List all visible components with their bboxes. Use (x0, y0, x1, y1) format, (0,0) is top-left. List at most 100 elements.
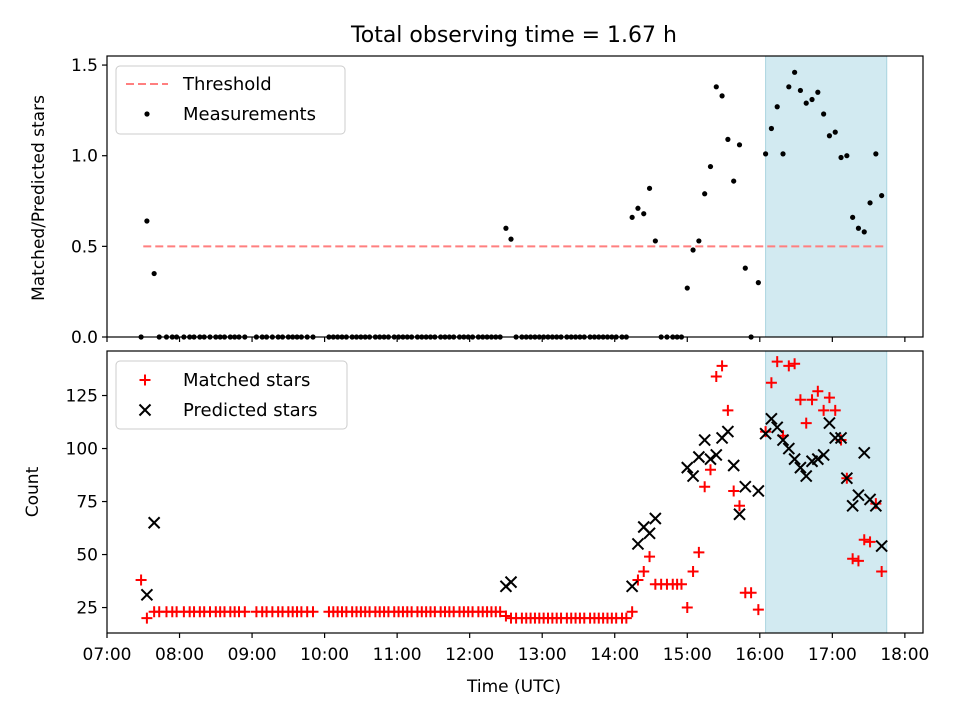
predicted-star-point (649, 512, 662, 525)
x-tick-label: 17:00 (808, 645, 857, 665)
measurement-point (821, 111, 827, 117)
measurement-point (867, 200, 873, 206)
measurement-point (690, 247, 696, 253)
x-tick-label: 12:00 (445, 645, 494, 665)
x-tick-label: 09:00 (228, 645, 277, 665)
matched-star-point (681, 602, 693, 614)
measurement-point (786, 84, 792, 90)
measurement-point (803, 100, 809, 106)
predicted-star-point (625, 580, 639, 593)
legend-box (115, 360, 348, 430)
predicted-star-point (765, 412, 778, 426)
matched-star-point (745, 587, 757, 599)
measurement-point (755, 280, 761, 286)
measurement-point (629, 214, 635, 220)
predicted-star-point (692, 450, 706, 464)
y-tick-label: 0.5 (71, 237, 98, 257)
y-tick-label: 1.5 (71, 56, 98, 76)
x-tick-label: 15:00 (663, 645, 712, 665)
measurement-point (684, 285, 690, 291)
legend-predicted-swatch (138, 403, 152, 417)
matched-star-point (818, 404, 830, 416)
matched-star-point (675, 578, 687, 590)
matched-star-point (812, 385, 824, 397)
measurement-point (797, 87, 804, 94)
matched-star-point (687, 566, 699, 578)
matched-star-point (864, 536, 876, 548)
legend-box (115, 65, 346, 135)
predicted-star-point (782, 442, 796, 455)
measurement-point (850, 214, 856, 220)
shaded-interval (765, 351, 887, 633)
measurement-point (719, 93, 725, 99)
predicted-star-point (840, 472, 854, 485)
predicted-star-point (771, 421, 784, 434)
measurement-point (792, 69, 798, 75)
predicted-star-point (829, 431, 842, 445)
measurement-point (844, 153, 850, 159)
predicted-star-point (875, 539, 888, 553)
matched-star-point (876, 566, 888, 578)
predicted-star-point (727, 459, 740, 472)
measurement-point (809, 96, 815, 103)
measurement-point (725, 136, 731, 142)
predicted-star-point (147, 516, 161, 529)
legend-threshold-label: Threshold (182, 74, 272, 95)
y-axis-label: Count (23, 466, 43, 517)
matched-star-point (239, 606, 251, 618)
predicted-star-point (504, 575, 518, 589)
measurement-point (702, 191, 708, 197)
legend-predicted-label: Predicted stars (183, 400, 317, 421)
matched-star-point (632, 574, 644, 586)
predicted-star-point (140, 588, 154, 602)
legend: Threshold Measurements (115, 65, 346, 135)
bottom-panel: 25 50 75 100 125 07:00 08:00 09:00 10:00 11:00 12:… (23, 350, 929, 665)
measurement-point (641, 211, 647, 217)
matched-star-point (644, 551, 656, 563)
x-tick-label: 13:00 (518, 645, 567, 665)
x-tick-label: 14:00 (590, 645, 639, 665)
y-tick-label: 1.0 (71, 147, 98, 167)
matched-star-point (760, 426, 772, 438)
matched-star-point (494, 606, 506, 618)
predicted-star-point (776, 433, 790, 447)
predicted-star-point (788, 452, 801, 466)
measurement-point (696, 238, 702, 244)
matched-star-point (771, 356, 783, 368)
matched-star-point (135, 574, 147, 586)
predicted-star-point (733, 508, 746, 521)
predicted-star-point (858, 446, 871, 459)
measurement-point (768, 125, 775, 132)
predicted-star-point (846, 499, 859, 512)
y-tick-label: 25 (76, 599, 98, 619)
predicted-star-point (686, 469, 700, 483)
predicted-star-point (811, 452, 825, 466)
predicted-star-point (852, 488, 865, 502)
x-tick-label: 07:00 (83, 645, 132, 665)
measurement-point (652, 238, 658, 244)
matched-star-point (870, 498, 882, 510)
matched-star-point (752, 604, 764, 616)
matched-star-point (728, 485, 740, 497)
measurement-point (774, 104, 780, 110)
matched-star-point (806, 394, 818, 406)
matched-star-point (722, 404, 734, 416)
measurement-point (815, 89, 821, 95)
x-tick-label: 16:00 (735, 645, 784, 665)
matched-star-point (626, 606, 638, 618)
y-tick-label: 75 (76, 493, 98, 513)
x-tick-label: 18:00 (880, 645, 929, 665)
measurement-point (508, 236, 514, 242)
matched-star-point (699, 481, 711, 493)
matched-star-point (765, 377, 777, 389)
measurement-point (838, 154, 844, 161)
y-tick-label: 125 (66, 387, 98, 407)
matched-star-point (847, 553, 859, 565)
matched-star-point (716, 360, 728, 372)
matched-star-point (638, 566, 650, 578)
predicted-star-point (800, 469, 813, 483)
y-axis-label: Matched/Predicted stars (29, 95, 49, 301)
matched-star-point (858, 534, 870, 546)
matched-star-point (704, 464, 716, 476)
